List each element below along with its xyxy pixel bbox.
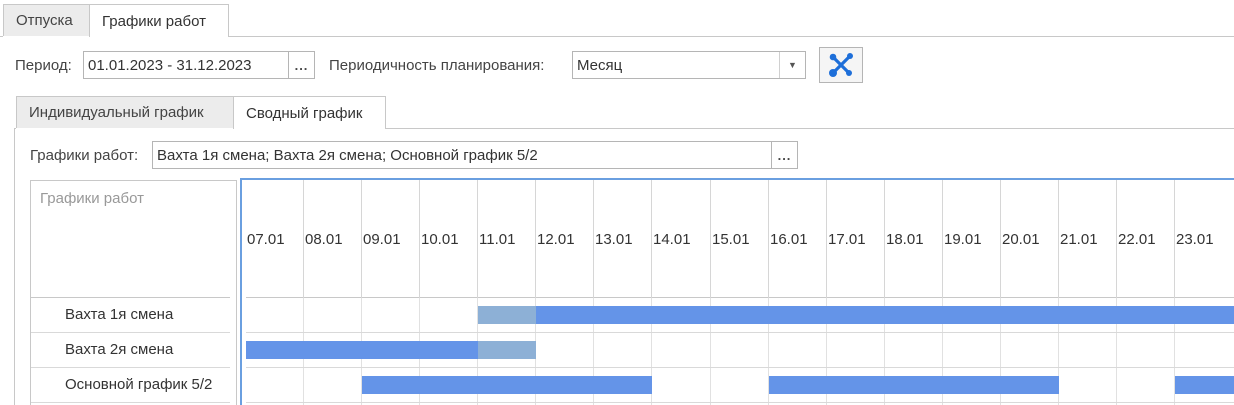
gantt-bar-transition[interactable]: [478, 306, 536, 324]
tab-work-schedules[interactable]: Графики работ: [89, 4, 229, 37]
gantt-grid-line: [768, 298, 769, 405]
gantt-date-label: 23.01: [1176, 231, 1214, 248]
gantt-bar[interactable]: [362, 376, 652, 394]
gantt-date-label: 16.01: [770, 231, 808, 248]
gantt-grid-line: [884, 298, 885, 405]
top-tabs-divider: [229, 36, 1234, 37]
period-value: 01.01.2023 - 31.12.2023: [88, 56, 252, 74]
gantt-left-border: [30, 180, 31, 405]
gantt-grid-line: [1058, 298, 1059, 405]
gantt-column-divider: [535, 180, 536, 298]
gantt-column-divider: [419, 180, 420, 298]
gantt-row-divider: [246, 332, 1234, 333]
tab-summary-schedule-label: Сводный график: [246, 104, 363, 122]
gantt-date-label: 21.01: [1060, 231, 1098, 248]
gantt-date-label: 18.01: [886, 231, 924, 248]
gantt-row-divider: [246, 367, 1234, 368]
gantt-row-divider: [246, 402, 1234, 403]
gantt-grid-line: [942, 298, 943, 405]
chevron-down-icon[interactable]: ▼: [779, 52, 805, 78]
tab-vacations[interactable]: Отпуска: [3, 4, 90, 36]
gantt-row-label: Вахта 2я смена: [65, 341, 174, 358]
gantt-column-divider: [361, 180, 362, 298]
gantt-date-label: 17.01: [828, 231, 866, 248]
period-select-button-label: ...: [294, 57, 309, 73]
gantt-bar-transition[interactable]: [478, 341, 536, 359]
inner-tabs-divider-left: [14, 128, 16, 129]
gantt-chart-top-border: [240, 178, 1234, 180]
tab-summary-schedule[interactable]: Сводный график: [233, 96, 386, 129]
gantt-date-label: 08.01: [305, 231, 343, 248]
gantt-date-label: 10.01: [421, 231, 459, 248]
gantt-column-divider: [1000, 180, 1001, 298]
gantt-grid-line: [710, 298, 711, 405]
period-select-button[interactable]: ...: [288, 51, 315, 79]
gantt-bar[interactable]: [536, 306, 1234, 324]
schedules-select-button[interactable]: ...: [771, 141, 798, 169]
gantt-column-divider: [1058, 180, 1059, 298]
gantt-chart-left-border: [240, 178, 242, 405]
gantt-date-label: 22.01: [1118, 231, 1156, 248]
tab-individual-schedule[interactable]: Индивидуальный график: [16, 96, 234, 128]
gantt-bar[interactable]: [246, 341, 478, 359]
gantt-date-label: 15.01: [712, 231, 750, 248]
gantt-date-label: 07.01: [247, 231, 285, 248]
planning-value: Месяц: [577, 56, 623, 74]
gantt-row-label: Основной график 5/2: [65, 376, 213, 393]
planning-label: Периодичность планирования:: [329, 57, 545, 74]
gantt-grid-line: [1174, 298, 1175, 405]
top-tabs-divider-left: [0, 36, 3, 37]
inner-panel-left-border: [14, 128, 15, 405]
gantt-column-divider: [942, 180, 943, 298]
tab-individual-schedule-label: Индивидуальный график: [29, 104, 204, 121]
schedules-label: Графики работ:: [30, 147, 139, 164]
gantt-date-label: 11.01: [479, 231, 516, 248]
gantt-grid-line: [651, 298, 652, 405]
gantt-grid-line: [593, 298, 594, 405]
gantt-row-label-divider: [31, 367, 230, 368]
gantt-row-label-divider: [31, 332, 230, 333]
gantt-column-divider: [884, 180, 885, 298]
gantt-column-divider: [651, 180, 652, 298]
gantt-bar[interactable]: [1175, 376, 1234, 394]
gantt-column-divider: [593, 180, 594, 298]
schedules-field[interactable]: Вахта 1я смена; Вахта 2я смена; Основной…: [152, 141, 772, 169]
gantt-chart-header-divider: [246, 297, 1234, 298]
gantt-column-divider: [477, 180, 478, 298]
gantt-bar[interactable]: [769, 376, 1059, 394]
gantt-date-label: 14.01: [653, 231, 691, 248]
period-field[interactable]: 01.01.2023 - 31.12.2023: [83, 51, 289, 79]
gantt-column-divider: [1116, 180, 1117, 298]
gantt-column-divider: [303, 180, 304, 298]
gantt-row-label-divider: [31, 402, 230, 403]
gantt-splitter[interactable]: [236, 180, 237, 405]
tab-vacations-label: Отпуска: [16, 12, 73, 29]
gantt-left-header-divider: [31, 297, 230, 298]
gantt-date-label: 09.01: [363, 231, 401, 248]
gantt-column-divider: [826, 180, 827, 298]
gantt-grid-line: [1000, 298, 1001, 405]
settings-tool-button[interactable]: [819, 47, 863, 83]
gantt-column-divider: [710, 180, 711, 298]
tab-work-schedules-label: Графики работ: [102, 12, 206, 30]
schedules-value: Вахта 1я смена; Вахта 2я смена; Основной…: [157, 146, 538, 164]
gantt-date-label: 12.01: [537, 231, 575, 248]
gantt-left-top-border: [30, 180, 236, 181]
planning-select[interactable]: Месяц ▼: [572, 51, 806, 79]
gantt-grid-line: [826, 298, 827, 405]
gantt-date-label: 20.01: [1002, 231, 1040, 248]
inner-tabs-divider: [386, 128, 1234, 129]
gantt-date-label: 13.01: [595, 231, 633, 248]
gantt-row-label: Вахта 1я смена: [65, 306, 174, 323]
gantt-column-divider: [1174, 180, 1175, 298]
gantt-header-label: Графики работ: [40, 190, 144, 207]
period-label: Период:: [15, 57, 72, 74]
gantt-column-divider: [768, 180, 769, 298]
wrench-screwdriver-icon: [829, 53, 853, 77]
gantt-date-label: 19.01: [944, 231, 982, 248]
schedules-select-button-label: ...: [777, 147, 792, 163]
gantt-grid-line: [1116, 298, 1117, 405]
